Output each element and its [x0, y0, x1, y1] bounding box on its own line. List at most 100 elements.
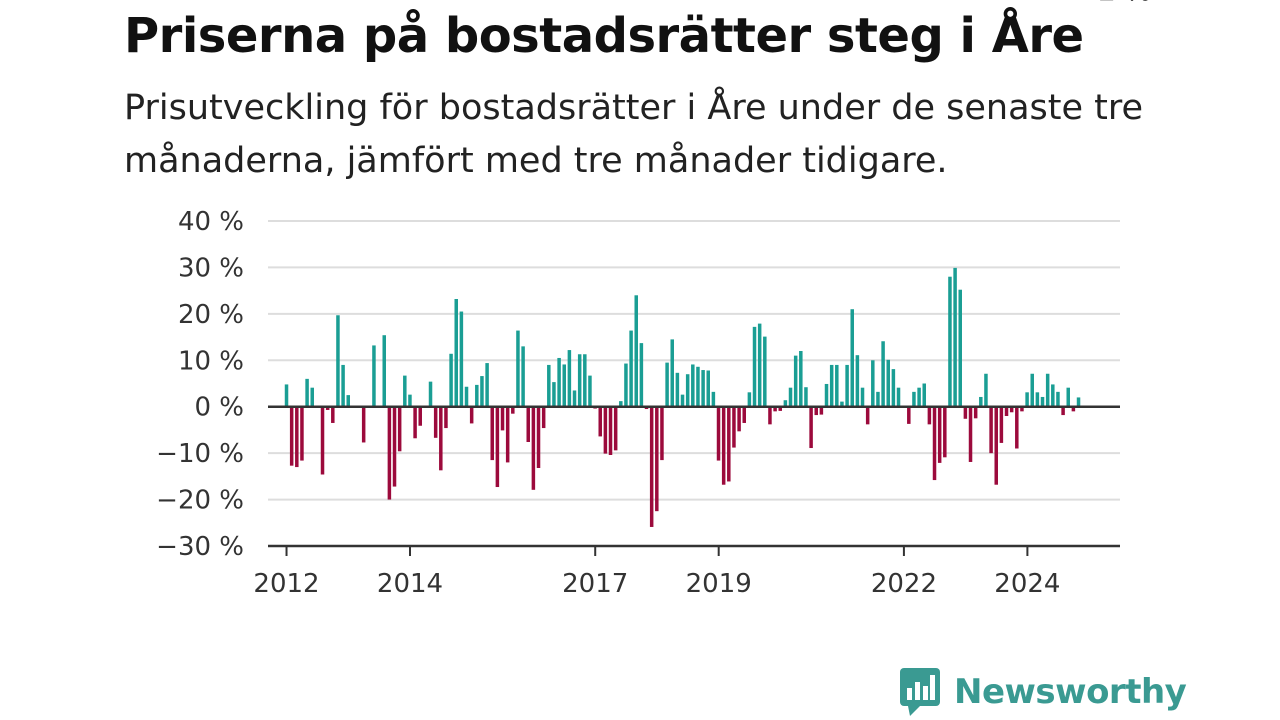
bar	[289, 406, 294, 466]
bar	[742, 406, 746, 423]
bar	[346, 395, 350, 407]
bar	[948, 276, 952, 407]
bar	[464, 386, 469, 407]
bar	[320, 406, 325, 475]
bar	[696, 366, 700, 407]
bar	[505, 406, 510, 463]
bar	[521, 346, 525, 407]
chart-title: Priserna på bostadsrätter steg i Åre	[124, 8, 1084, 64]
y-tick-label: 40 %	[178, 207, 244, 237]
bar	[1004, 406, 1009, 416]
bar	[439, 406, 443, 471]
bar	[814, 406, 818, 416]
bar	[1030, 373, 1034, 407]
bar	[305, 378, 309, 407]
bar	[891, 369, 896, 407]
bar	[963, 406, 968, 419]
y-tick-label: −30 %	[156, 532, 244, 562]
y-tick-label: 10 %	[178, 346, 244, 376]
latest-value-label: 2 %	[1098, 0, 1151, 7]
bar	[1015, 406, 1019, 449]
bar	[804, 387, 808, 407]
bar	[295, 406, 299, 468]
bar	[511, 406, 515, 414]
bar	[1020, 406, 1024, 412]
bar	[979, 396, 983, 407]
bar	[809, 406, 813, 449]
bar	[773, 406, 777, 412]
bar	[428, 381, 433, 407]
bar	[624, 363, 628, 407]
bar	[845, 364, 849, 407]
bar	[454, 299, 458, 407]
bar	[943, 406, 947, 458]
brand-name: Newsworthy	[954, 672, 1187, 712]
x-tick-labels: 2012 2014 2017 2019 2022 2024	[253, 569, 1060, 599]
bar	[331, 406, 335, 423]
bar	[922, 383, 926, 407]
bar	[670, 339, 674, 407]
bar	[1009, 406, 1014, 413]
bar	[701, 370, 705, 407]
bar	[397, 406, 402, 452]
bar	[763, 336, 767, 407]
bar	[325, 406, 330, 410]
bar	[937, 406, 942, 463]
bar	[768, 406, 772, 425]
bar	[881, 341, 885, 407]
bar	[469, 406, 474, 424]
bar	[310, 387, 314, 407]
bar	[896, 387, 901, 407]
bar	[860, 387, 865, 407]
bar	[1066, 387, 1070, 407]
y-tick-label: 20 %	[178, 300, 244, 330]
bar	[608, 406, 613, 455]
bar	[752, 326, 757, 407]
bar	[361, 406, 366, 443]
bar	[691, 364, 695, 407]
bar	[408, 394, 412, 407]
bar	[500, 406, 505, 431]
bar	[968, 406, 973, 462]
bar	[665, 362, 669, 407]
axes	[268, 405, 1120, 556]
bar	[433, 406, 438, 438]
bar	[840, 401, 844, 407]
bar	[721, 406, 726, 485]
bar	[413, 406, 417, 439]
bar	[1025, 392, 1029, 407]
annotations: 2 %	[1098, 0, 1151, 7]
bar	[619, 401, 623, 407]
bar	[403, 375, 407, 407]
bar	[336, 315, 340, 407]
bar	[547, 364, 551, 407]
x-tick-label: 2017	[562, 569, 628, 599]
bar	[444, 406, 448, 429]
x-tick-label: 2024	[994, 569, 1060, 599]
bar	[778, 406, 782, 411]
bar	[675, 372, 680, 407]
bars	[284, 267, 1081, 527]
bar	[531, 406, 536, 490]
bar	[850, 309, 854, 407]
bar	[819, 406, 824, 415]
chart-subtitle: Prisutveckling för bostadsrätter i Åre u…	[124, 88, 1144, 181]
bar	[824, 383, 829, 407]
bar	[994, 406, 998, 485]
bar	[562, 364, 566, 407]
bar	[747, 392, 752, 407]
y-tick-label: −20 %	[156, 486, 244, 516]
bar	[737, 406, 741, 432]
newsworthy-logo: Newsworthy	[898, 664, 1187, 720]
bar	[727, 406, 731, 482]
bar	[536, 406, 541, 468]
bar	[475, 384, 479, 407]
bar	[649, 406, 654, 527]
bar	[953, 267, 957, 407]
bar	[732, 406, 736, 448]
bar	[526, 406, 530, 442]
bar	[711, 391, 716, 407]
bar	[341, 364, 345, 407]
